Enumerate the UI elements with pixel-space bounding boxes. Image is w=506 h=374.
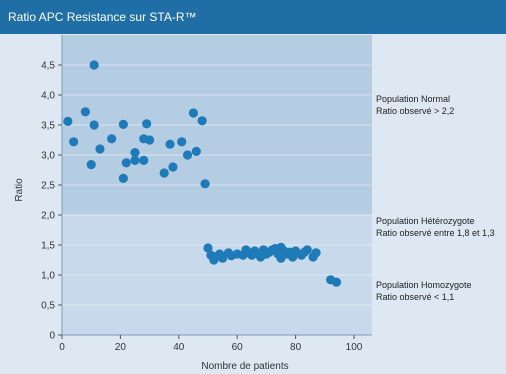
plot-background	[0, 34, 506, 374]
data-point	[182, 150, 193, 160]
annotation-line: Ratio observé entre 1,8 et 1,3	[376, 228, 495, 238]
x-tick-label: 40	[173, 342, 185, 353]
data-point	[118, 173, 128, 183]
annotations: Population Normal Ratio observé > 2,2 Popu…	[376, 94, 495, 302]
data-point	[130, 148, 140, 158]
x-tick-label: 100	[346, 342, 363, 353]
y-tick-label: 4,5	[41, 61, 55, 72]
x-tick-label: 20	[115, 342, 127, 353]
y-tick-label: 1,5	[41, 241, 55, 252]
data-point	[118, 119, 128, 129]
data-point	[139, 155, 149, 165]
data-point	[200, 179, 210, 189]
y-tick-label: 4,0	[41, 91, 55, 102]
data-point	[142, 119, 152, 129]
data-point	[63, 116, 73, 126]
x-tick-label: 60	[232, 342, 244, 353]
x-axis-label: Nombre de patients	[201, 361, 288, 372]
annotation-line: Population Normal	[376, 94, 450, 104]
data-point	[177, 137, 187, 147]
y-tick-label: 2,0	[41, 211, 55, 222]
data-point	[191, 146, 201, 156]
data-point	[130, 155, 140, 165]
x-tick-label: 80	[290, 342, 302, 353]
annotation-line: Ratio observé < 1,1	[376, 292, 454, 302]
data-point	[302, 245, 312, 255]
y-tick-label: 0	[49, 331, 55, 342]
chart-title: Ratio APC Resistance sur STA-R™	[0, 0, 506, 34]
data-point	[89, 120, 99, 130]
y-axis-label: Ratio	[14, 178, 25, 202]
data-point	[145, 135, 155, 145]
annotation-line: Ratio observé > 2,2	[376, 106, 454, 116]
data-point	[168, 162, 178, 172]
x-tick-label: 0	[59, 342, 65, 353]
data-point	[107, 134, 117, 144]
y-tick-label: 3,0	[41, 151, 55, 162]
y-tick-label: 1,0	[41, 271, 55, 282]
x-tick-labels: 0 20 40 60 80 100	[59, 342, 363, 353]
data-point	[197, 116, 207, 126]
grid-lines	[58, 64, 372, 339]
y-tick-label: 2,5	[41, 181, 55, 192]
data-point	[89, 60, 99, 70]
data-point	[121, 158, 131, 168]
data-point	[80, 107, 90, 117]
data-point	[165, 139, 175, 149]
data-point	[311, 248, 321, 258]
lower-band	[62, 215, 372, 335]
data-points	[63, 60, 342, 287]
y-tick-label: 3,5	[41, 121, 55, 132]
y-tick-label: 0,5	[41, 301, 55, 312]
data-point	[218, 253, 228, 263]
data-point	[203, 243, 213, 253]
data-point	[188, 108, 198, 118]
data-point	[86, 160, 96, 170]
data-point	[159, 168, 169, 178]
y-tick-labels: 0 0,5 1,0 1,5 2,0 2,5 3,0 3,5 4,0 4,5	[41, 61, 55, 342]
data-point	[95, 144, 105, 154]
data-point	[69, 137, 79, 147]
annotation-line: Population Hétérozygote	[376, 216, 475, 226]
annotation-line: Population Homozygote	[376, 280, 472, 290]
data-point	[331, 277, 342, 287]
